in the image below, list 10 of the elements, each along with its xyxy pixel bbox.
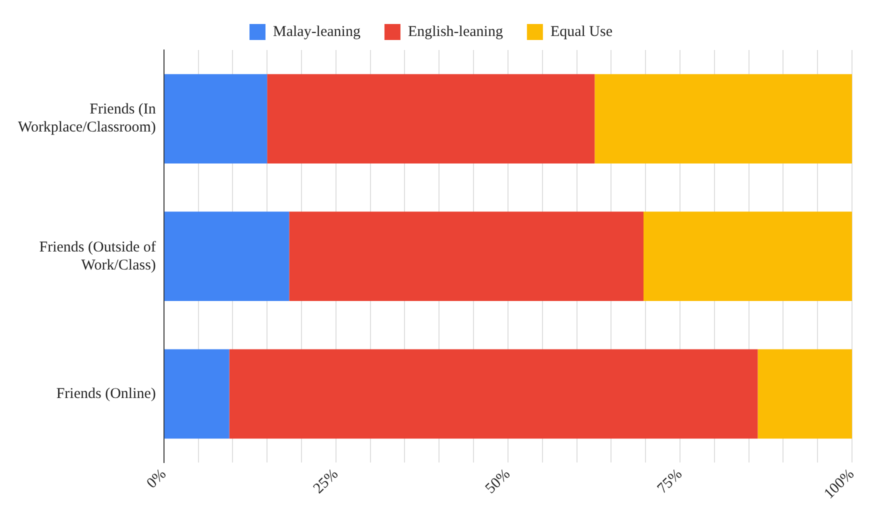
y-tick-label: Friends (Outside of Work/Class) xyxy=(39,239,156,274)
x-tick-label: 50% xyxy=(482,466,514,497)
x-tick-label: 25% xyxy=(310,466,342,497)
x-tick-label: 75% xyxy=(654,466,686,497)
legend-label: Malay-leaning xyxy=(272,24,361,40)
legend-label: Equal Use xyxy=(550,24,613,40)
y-tick-label: Friends (In Workplace/Classroom) xyxy=(18,102,156,136)
y-tick-label: Friends (Online) xyxy=(56,386,156,402)
x-tick-label: 0% xyxy=(144,466,170,492)
legend-label: English-leaning xyxy=(408,24,504,40)
